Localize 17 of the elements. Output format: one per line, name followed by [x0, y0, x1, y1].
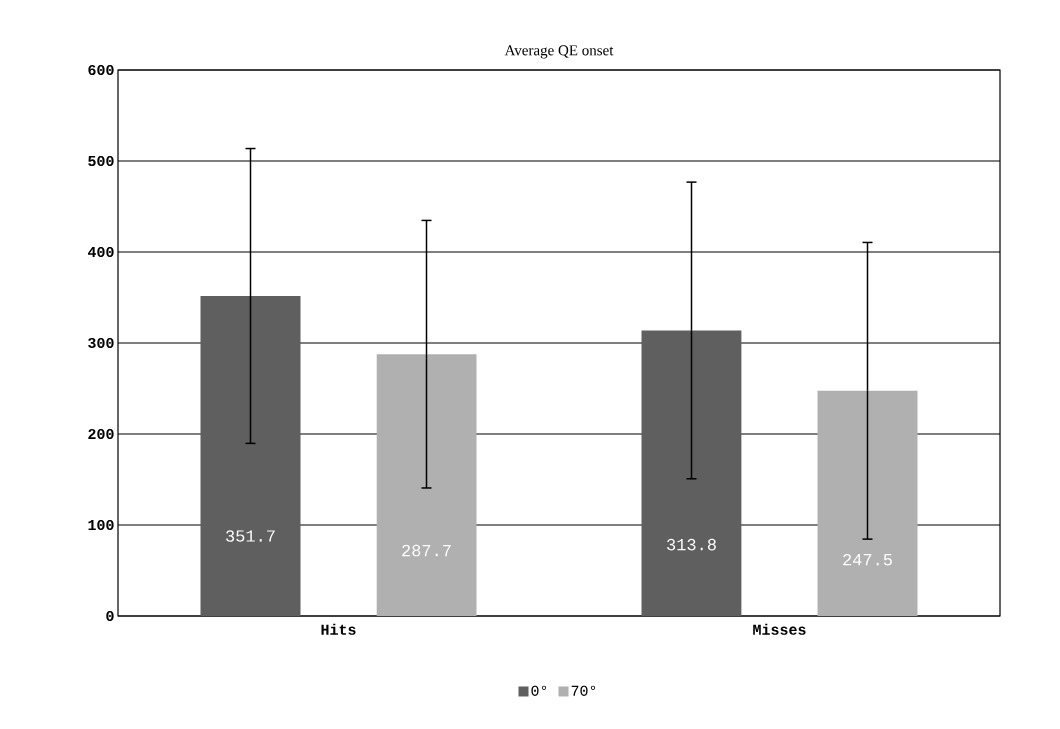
- legend-label: 70°: [571, 685, 596, 696]
- data-label: 247.5: [843, 553, 892, 566]
- chart-title: Average QE onset: [504, 45, 614, 59]
- bar: [200, 295, 301, 616]
- y-tick-label: 0: [106, 610, 114, 622]
- y-tick-label: 200: [88, 428, 114, 440]
- x-tick-label: Misses: [753, 623, 806, 635]
- y-tick-label: 100: [88, 519, 114, 531]
- y-tick-label: 500: [88, 155, 114, 167]
- y-tick-label: 600: [88, 64, 114, 76]
- data-label: 287.7: [402, 544, 451, 557]
- data-label: 351.7: [226, 530, 275, 542]
- data-label: 313.8: [667, 538, 716, 551]
- x-tick-label: Hits: [321, 623, 356, 635]
- y-tick-label: 400: [87, 246, 114, 258]
- legend-label: 0°: [531, 685, 547, 696]
- y-tick-label: 300: [88, 337, 114, 349]
